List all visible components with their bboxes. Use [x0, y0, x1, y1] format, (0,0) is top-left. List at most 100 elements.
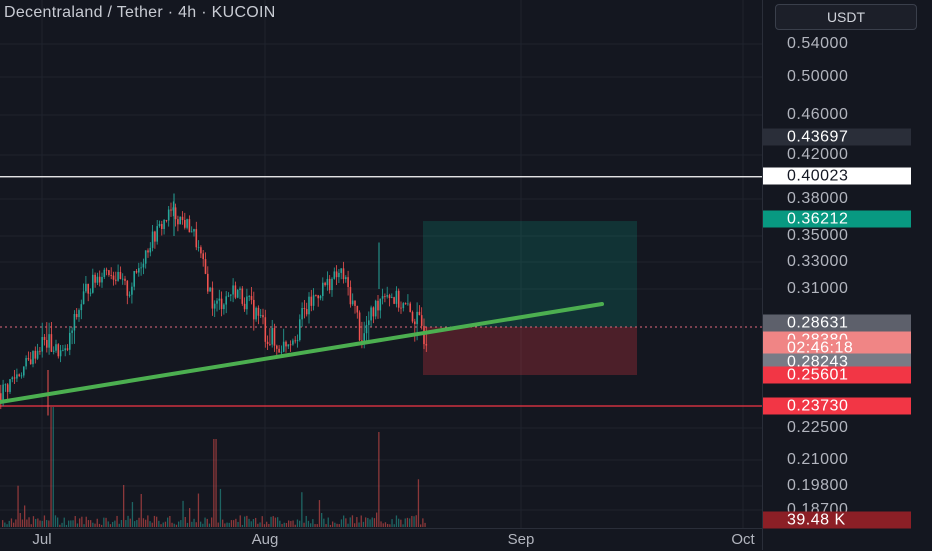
- candle-body: [234, 285, 237, 298]
- volume-bar: [32, 516, 35, 527]
- candle-body: [82, 291, 85, 305]
- candle-body: [241, 288, 244, 304]
- volume-bar: [195, 522, 197, 527]
- candle-body: [184, 220, 186, 228]
- candle-body: [243, 303, 246, 310]
- price-axis[interactable]: USDT 0.54000 0.50000 0.46000 0.42000 0.38000…: [762, 0, 932, 550]
- candle-body: [374, 300, 377, 317]
- volume-bar: [261, 516, 263, 527]
- volume-bar: [19, 512, 21, 527]
- candle-body: [105, 269, 108, 271]
- candle-body: [326, 278, 329, 286]
- candle-body: [64, 348, 66, 351]
- candle-body: [395, 290, 398, 304]
- candle-body: [39, 350, 41, 352]
- volume-bar: [114, 520, 116, 527]
- volume-bar: [164, 521, 167, 527]
- volume-bar: [116, 515, 118, 527]
- candle-body: [9, 379, 11, 392]
- volume-bar: [259, 522, 261, 527]
- volume-bar: [356, 517, 358, 527]
- volume-bar: [321, 512, 323, 527]
- candle-body: [264, 317, 267, 342]
- candle-body: [92, 274, 94, 293]
- candle-body: [20, 375, 23, 377]
- volume-bar: [285, 522, 288, 527]
- volume-bar: [169, 515, 171, 527]
- volume-bar: [371, 517, 373, 527]
- volume-bar: [52, 407, 54, 527]
- stop-zone: [423, 327, 637, 375]
- candle-body: [110, 275, 112, 276]
- candle-body: [172, 207, 175, 211]
- candle-body: [259, 315, 262, 316]
- candle-body: [0, 393, 2, 401]
- volume-bar: [145, 519, 147, 527]
- volume-bar: [109, 524, 112, 527]
- volume-bar: [257, 523, 259, 527]
- volume-bar: [208, 523, 211, 527]
- volume-bar: [420, 524, 422, 527]
- candle-body: [322, 282, 324, 296]
- time-axis[interactable]: Jul Aug Sep Oct: [0, 528, 762, 551]
- price-chart[interactable]: [0, 0, 762, 528]
- price-tick: 0.33000: [787, 253, 849, 270]
- volume-bar: [325, 524, 327, 527]
- candle-body: [66, 348, 69, 350]
- volume-bar: [138, 517, 140, 527]
- candle-body: [377, 300, 379, 311]
- price-tick: 0.38000: [787, 190, 849, 207]
- volume-bar: [37, 518, 39, 527]
- candle-body: [71, 330, 73, 333]
- volume-bar: [118, 523, 120, 527]
- candle-body: [381, 296, 384, 299]
- candle-body: [32, 350, 34, 365]
- price-tick: 0.19800: [787, 477, 849, 494]
- volume-bar: [8, 520, 10, 527]
- volume-bar: [338, 524, 340, 527]
- volume-bar: [378, 432, 380, 527]
- chart-pane[interactable]: Decentraland / Tether · 4h · KUCOIN: [0, 0, 762, 528]
- candle-body: [356, 305, 359, 313]
- candle-body: [25, 358, 27, 367]
- volume-bar: [74, 516, 76, 527]
- candle-body: [253, 299, 255, 320]
- volume-bar: [279, 520, 281, 527]
- candle-body: [46, 340, 48, 348]
- candle-body: [27, 358, 30, 360]
- volume-bar: [83, 524, 85, 527]
- volume-bar: [373, 518, 376, 527]
- candle-body: [301, 307, 303, 320]
- volume-bar: [30, 524, 32, 527]
- candle-body: [112, 275, 115, 280]
- candle-body: [142, 263, 145, 268]
- currency-button[interactable]: USDT: [775, 4, 917, 30]
- candle-body: [420, 315, 423, 326]
- candle-body: [278, 348, 280, 353]
- candle-body: [292, 340, 294, 345]
- candle-body: [317, 295, 319, 299]
- candle-body: [193, 229, 195, 232]
- candle-body: [276, 345, 278, 349]
- volume-bar: [299, 520, 301, 527]
- volume-bar: [182, 500, 184, 527]
- volume-bar: [294, 524, 296, 527]
- volume-bar: [96, 518, 98, 527]
- volume-bar: [296, 519, 299, 527]
- candle-body: [393, 297, 395, 304]
- volume-bar: [281, 523, 283, 527]
- volume-bar: [125, 520, 127, 527]
- candle-body: [257, 307, 260, 316]
- volume-bar: [365, 517, 367, 527]
- volume-bar: [268, 523, 270, 527]
- volume-bar: [213, 439, 215, 527]
- volume-bar: [158, 520, 160, 527]
- candle-body: [170, 209, 172, 211]
- volume-bar: [204, 517, 206, 527]
- candle-body: [128, 294, 131, 296]
- candle-body: [213, 303, 216, 309]
- candle-body: [80, 304, 83, 311]
- candle-body: [69, 332, 71, 350]
- volume-bar: [415, 515, 417, 527]
- volume-bar: [292, 520, 294, 527]
